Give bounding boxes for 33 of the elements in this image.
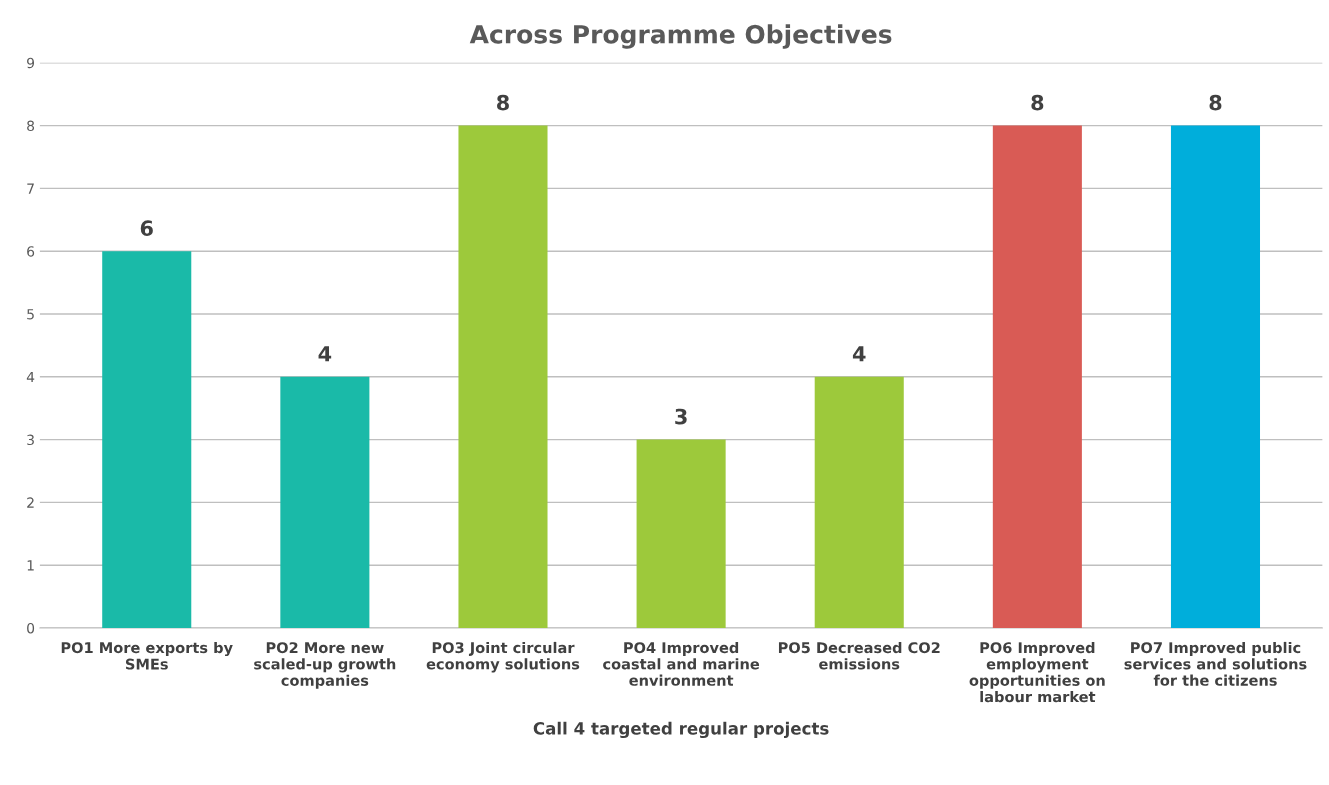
x-tick-label: PO4 Improved coastal and marine environment	[603, 641, 760, 686]
bar	[102, 251, 192, 628]
data-label: 8	[1031, 94, 1044, 111]
y-tick-label: 5	[27, 309, 34, 320]
x-tick-label: PO5 Decreased CO2 emissions	[778, 641, 940, 670]
y-tick-label: 8	[27, 120, 35, 132]
y-tick-label: 2	[27, 497, 34, 508]
data-label: 8	[497, 94, 509, 111]
x-tick-label: PO1 More exports by SMEs	[61, 641, 233, 670]
chart-title: Across Programme Objectives	[469, 24, 892, 49]
bar	[1170, 125, 1261, 628]
data-label: 6	[140, 220, 153, 237]
x-tick-label: PO6 Improved employment opportunities on labour market	[969, 641, 1105, 703]
data-label: 4	[852, 346, 866, 362]
x-axis-title: Call 4 targeted regular projects	[533, 721, 829, 739]
x-tick-label: PO2 More new scaled-up growth companies	[254, 642, 396, 689]
data-label: 3	[675, 408, 687, 425]
y-tick-label: 3	[27, 434, 34, 446]
x-tick-label: PO7 Improved public services and solutions for the citizens	[1124, 641, 1307, 686]
bar	[280, 376, 370, 628]
y-tick-label: 9	[27, 57, 35, 69]
data-label: 4	[318, 346, 332, 362]
bar	[458, 125, 548, 628]
y-tick-label: 6	[27, 246, 35, 257]
y-tick-label: 7	[27, 183, 34, 194]
data-label: 8	[1209, 94, 1222, 111]
x-tick-label: PO3 Joint circular economy solutions	[426, 641, 580, 673]
bar	[992, 125, 1082, 628]
bar	[636, 439, 726, 628]
y-tick-label: 1	[27, 560, 34, 571]
y-tick-label: 4	[26, 371, 35, 383]
bar	[814, 376, 904, 628]
y-tick-label: 0	[27, 622, 35, 634]
